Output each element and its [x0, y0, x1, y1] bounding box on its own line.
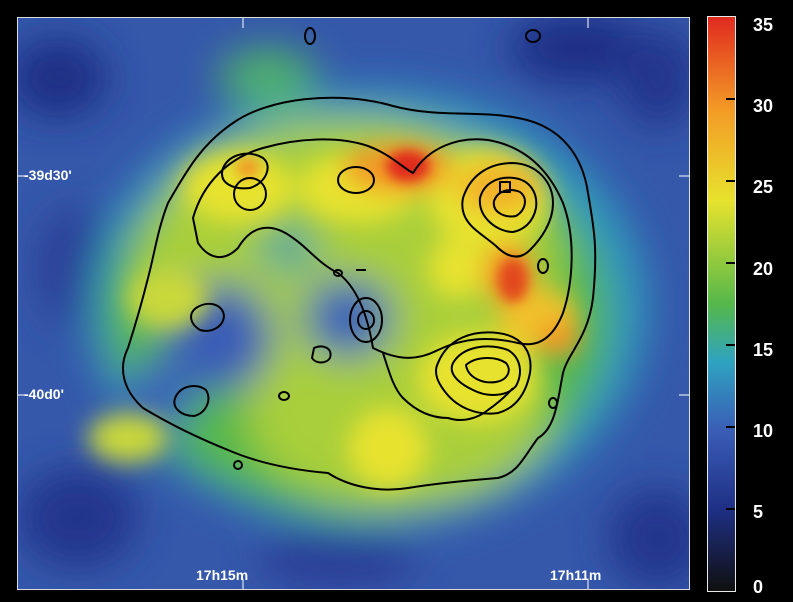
- colorbar-tick: [726, 508, 735, 510]
- inner-ring-contour: [192, 138, 573, 359]
- se-arc-contour: [382, 352, 514, 421]
- sw-contour: [173, 385, 210, 417]
- colorbar-tick: [726, 98, 735, 100]
- west-small-contour: [190, 302, 225, 332]
- colorbar-label-25: 25: [753, 177, 774, 197]
- colorbar-tick: [726, 262, 735, 264]
- contour-lines: [122, 27, 597, 491]
- far-south-small-contour: [233, 460, 243, 470]
- mid-small-contour: [311, 345, 332, 364]
- intensity-image: [18, 18, 689, 589]
- east-small-contour: [537, 258, 549, 274]
- ra-tick-label-1: 17h15m: [196, 567, 249, 583]
- se-small-contour: [548, 397, 558, 409]
- dec-tick-label-1: -39d30': [24, 167, 72, 183]
- ne-peak-contour-1: [461, 162, 554, 258]
- south-small-contour: [278, 391, 290, 401]
- top-right-small-contour: [525, 29, 541, 43]
- ne-peak-marker: [499, 181, 511, 193]
- colorbar-tick: [726, 344, 735, 346]
- dec-tick-label-2: -40d0': [24, 386, 64, 402]
- colorbar-label-35: 35: [753, 15, 774, 35]
- colorbar-label-30: 30: [753, 96, 774, 116]
- colorbar-label-5: 5: [753, 502, 764, 522]
- se-contour-1: [435, 331, 532, 415]
- nw-contour: [221, 152, 269, 190]
- colorbar-label-0: 0: [753, 577, 764, 597]
- colorbar-label-10: 10: [753, 421, 774, 441]
- nw-small-contour: [233, 177, 267, 211]
- colorbar-label-15: 15: [753, 340, 774, 360]
- colorbar-tick: [726, 180, 735, 182]
- colorbar-label-20: 20: [753, 259, 774, 279]
- top-small-contour: [304, 27, 316, 45]
- se-contour-3: [465, 357, 510, 384]
- ra-tick-label-2: 17h11m: [550, 567, 602, 583]
- ne-peak-contour-2: [478, 176, 538, 233]
- center-dot-contour: [333, 269, 343, 277]
- north-small-contour: [337, 166, 375, 194]
- colorbar: [707, 16, 736, 592]
- outer-contour: [122, 96, 597, 491]
- se-contour-2: [450, 345, 521, 396]
- colorbar-tick: [726, 426, 735, 428]
- sky-map: -39d30' -40d0' 17h15m 17h11m: [17, 17, 690, 590]
- ne-peak-contour-3: [492, 189, 526, 218]
- central-contour-inner: [357, 310, 375, 330]
- peak-regions: [236, 150, 528, 302]
- axis-ticks: [18, 18, 689, 589]
- central-contour-outer: [349, 297, 383, 343]
